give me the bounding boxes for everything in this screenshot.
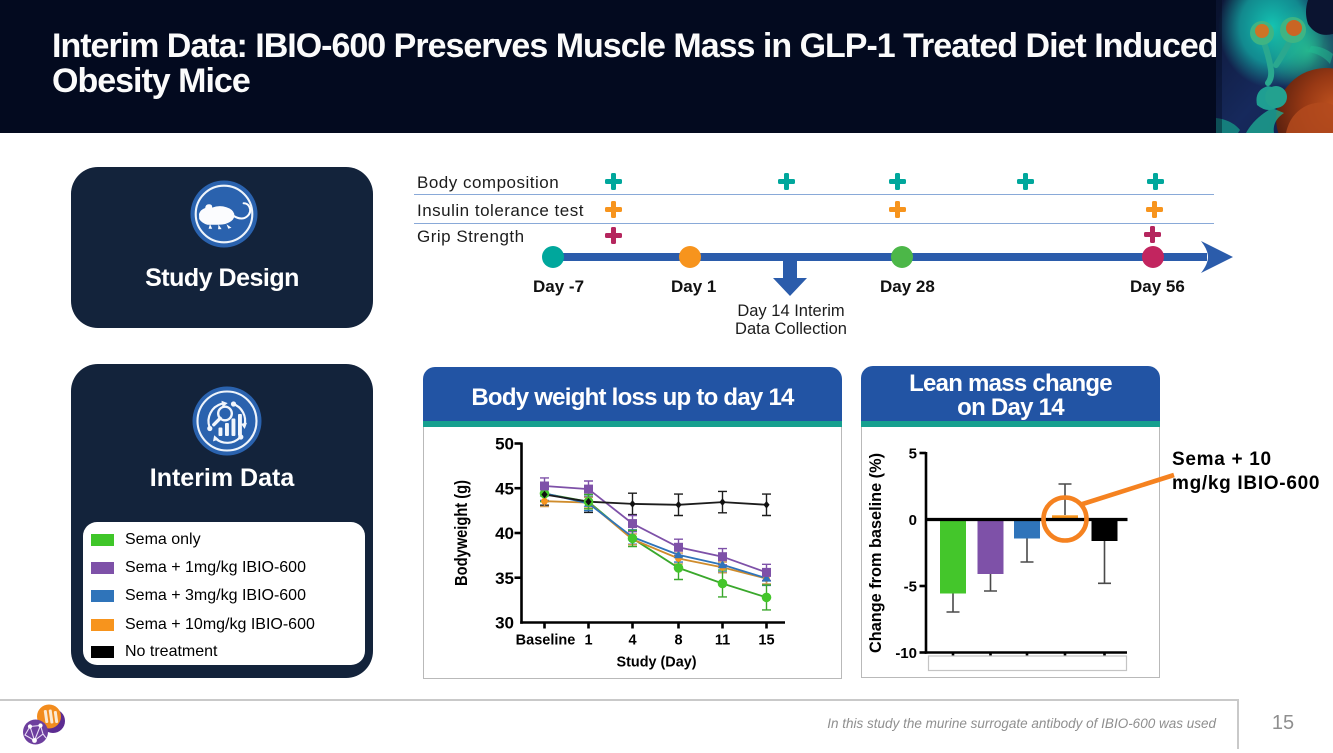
svg-text:8: 8 [674,633,682,649]
svg-text:Bodyweight (g): Bodyweight (g) [451,480,471,586]
svg-text:15: 15 [758,633,774,649]
svg-text:4: 4 [628,633,636,649]
svg-text:Baseline: Baseline [516,633,576,649]
svg-text:11: 11 [715,633,730,649]
svg-text:1: 1 [584,633,592,649]
svg-text:0: 0 [909,512,917,529]
svg-text:-10: -10 [895,645,917,662]
svg-text:50: 50 [495,435,514,454]
svg-text:40: 40 [495,524,514,543]
svg-text:30: 30 [495,614,514,633]
svg-text:5: 5 [909,445,917,462]
svg-text:45: 45 [495,479,514,498]
svg-text:-5: -5 [904,578,917,595]
svg-text:Change from baseline (%): Change from baseline (%) [867,453,885,653]
svg-text:35: 35 [495,569,514,588]
svg-text:Study (Day): Study (Day) [617,654,697,671]
